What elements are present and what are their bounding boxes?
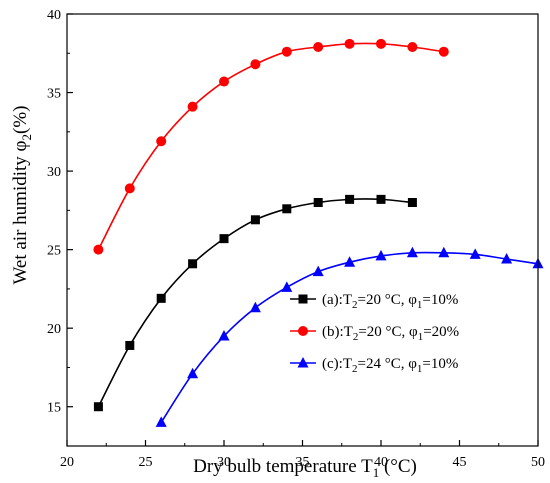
series-line <box>97 42 444 251</box>
series-2 <box>155 246 544 427</box>
x-tick-label: 45 <box>453 455 467 470</box>
y-tick-label: 40 <box>47 8 61 23</box>
data-point <box>281 281 293 292</box>
data-point <box>93 402 103 412</box>
y-tick-label: 35 <box>47 87 61 102</box>
series-0 <box>93 194 417 412</box>
y-tick-label: 30 <box>47 165 61 180</box>
data-point <box>313 41 324 52</box>
legend-label: (b):T2=20 °C, φ1=20% <box>322 324 459 343</box>
data-point <box>344 38 355 49</box>
data-point <box>406 246 418 258</box>
x-tick-label: 20 <box>60 455 74 470</box>
y-tick-label: 25 <box>47 244 61 259</box>
data-point <box>281 46 292 57</box>
y-axis-label: Wet air humidity φ2(%) <box>10 106 34 285</box>
x-tick-label: 25 <box>139 455 153 470</box>
legend-entry-1: (b):T2=20 °C, φ1=20% <box>290 324 459 343</box>
legend-marker <box>297 357 309 368</box>
data-point <box>124 183 135 194</box>
data-point <box>218 330 230 341</box>
data-point <box>187 101 198 112</box>
data-point <box>93 244 104 255</box>
data-point <box>249 301 261 313</box>
legend-marker <box>298 326 308 336</box>
data-point <box>375 249 387 261</box>
data-point <box>469 248 481 259</box>
data-point <box>407 41 418 52</box>
x-tick-label: 35 <box>296 455 310 470</box>
axes-layer: 20 25 30 35 40 45 50 15 20 25 30 35 40 <box>47 8 545 470</box>
data-point <box>501 253 513 264</box>
data-point <box>376 194 386 204</box>
data-point <box>282 204 292 214</box>
data-point <box>438 46 449 57</box>
data-point <box>250 59 261 70</box>
data-point <box>438 246 450 258</box>
x-axis-label: Dry bulb temperature T1 (°C) <box>193 456 417 480</box>
data-point <box>156 293 166 303</box>
data-point <box>219 234 229 244</box>
legend-label: (c):T2=24 °C, φ1=10% <box>322 356 458 375</box>
data-point <box>345 194 355 204</box>
y-tick-label: 20 <box>47 322 61 337</box>
y-tick-label: 15 <box>47 401 61 416</box>
series-1 <box>93 38 449 255</box>
data-point <box>187 367 199 379</box>
x-tick-label: 50 <box>531 455 545 470</box>
data-point <box>312 265 324 277</box>
data-point <box>219 76 229 87</box>
legend-marker <box>298 294 308 304</box>
data-point <box>125 340 135 350</box>
x-tick-label: 30 <box>217 455 231 470</box>
data-point <box>188 259 198 269</box>
data-point <box>344 256 356 267</box>
data-point <box>376 38 386 49</box>
data-point <box>155 416 167 427</box>
x-tick-label: 40 <box>374 455 388 470</box>
legend-entry-0: (a):T2=20 °C, φ1=10% <box>290 292 458 311</box>
legend-label: (a):T2=20 °C, φ1=10% <box>322 292 458 311</box>
plot-frame <box>66 13 539 447</box>
legend-entry-2: (c):T2=24 °C, φ1=10% <box>290 356 458 375</box>
data-point <box>407 198 417 208</box>
data-point <box>313 198 323 208</box>
series-layer <box>93 38 544 427</box>
legend: (a):T2=20 °C, φ1=10% (b):T2=20 °C, φ1=20%… <box>290 292 459 375</box>
data-point <box>156 136 167 147</box>
data-point <box>250 215 260 225</box>
